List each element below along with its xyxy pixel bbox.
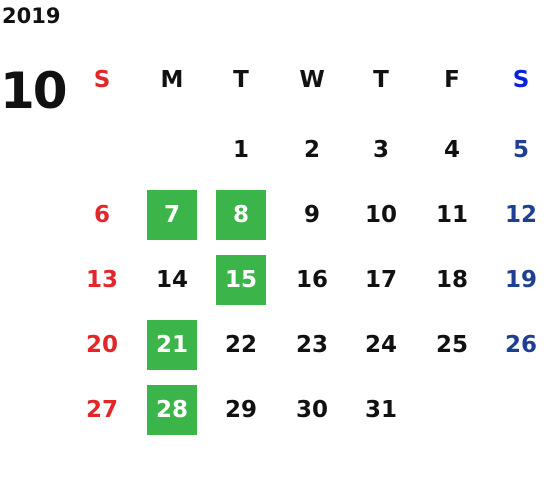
weekday-header: W [299,67,325,93]
weekday-header: S [93,67,111,93]
day: 26 [504,332,537,358]
day: 2 [303,137,320,163]
day: 19 [504,267,537,293]
weekday-header: T [233,67,249,93]
highlighted-day: 28 [147,385,197,435]
day: 18 [435,267,468,293]
highlighted-day: 21 [147,320,197,370]
day: 25 [435,332,468,358]
highlighted-day: 7 [147,190,197,240]
day: 24 [364,332,397,358]
weekday-header: F [444,67,460,93]
day: 27 [85,397,118,423]
day: 13 [85,267,118,293]
day: 5 [512,137,529,163]
day: 30 [295,397,328,423]
day: 17 [364,267,397,293]
day: 31 [364,397,397,423]
day: 11 [435,202,468,228]
weekday-header: T [373,67,389,93]
day: 9 [303,202,320,228]
day: 23 [295,332,328,358]
highlighted-day: 15 [216,255,266,305]
day: 14 [155,267,188,293]
highlighted-day: 8 [216,190,266,240]
day: 22 [224,332,257,358]
day: 12 [504,202,537,228]
day: 6 [93,202,110,228]
day: 10 [364,202,397,228]
day: 1 [232,137,249,163]
day: 29 [224,397,257,423]
weekday-header: M [160,67,184,93]
weekday-header: S [512,67,530,93]
day: 4 [443,137,460,163]
year: 2019 [2,4,61,28]
day: 16 [295,267,328,293]
month: 10 [0,62,68,120]
day: 3 [372,137,389,163]
day: 20 [85,332,118,358]
